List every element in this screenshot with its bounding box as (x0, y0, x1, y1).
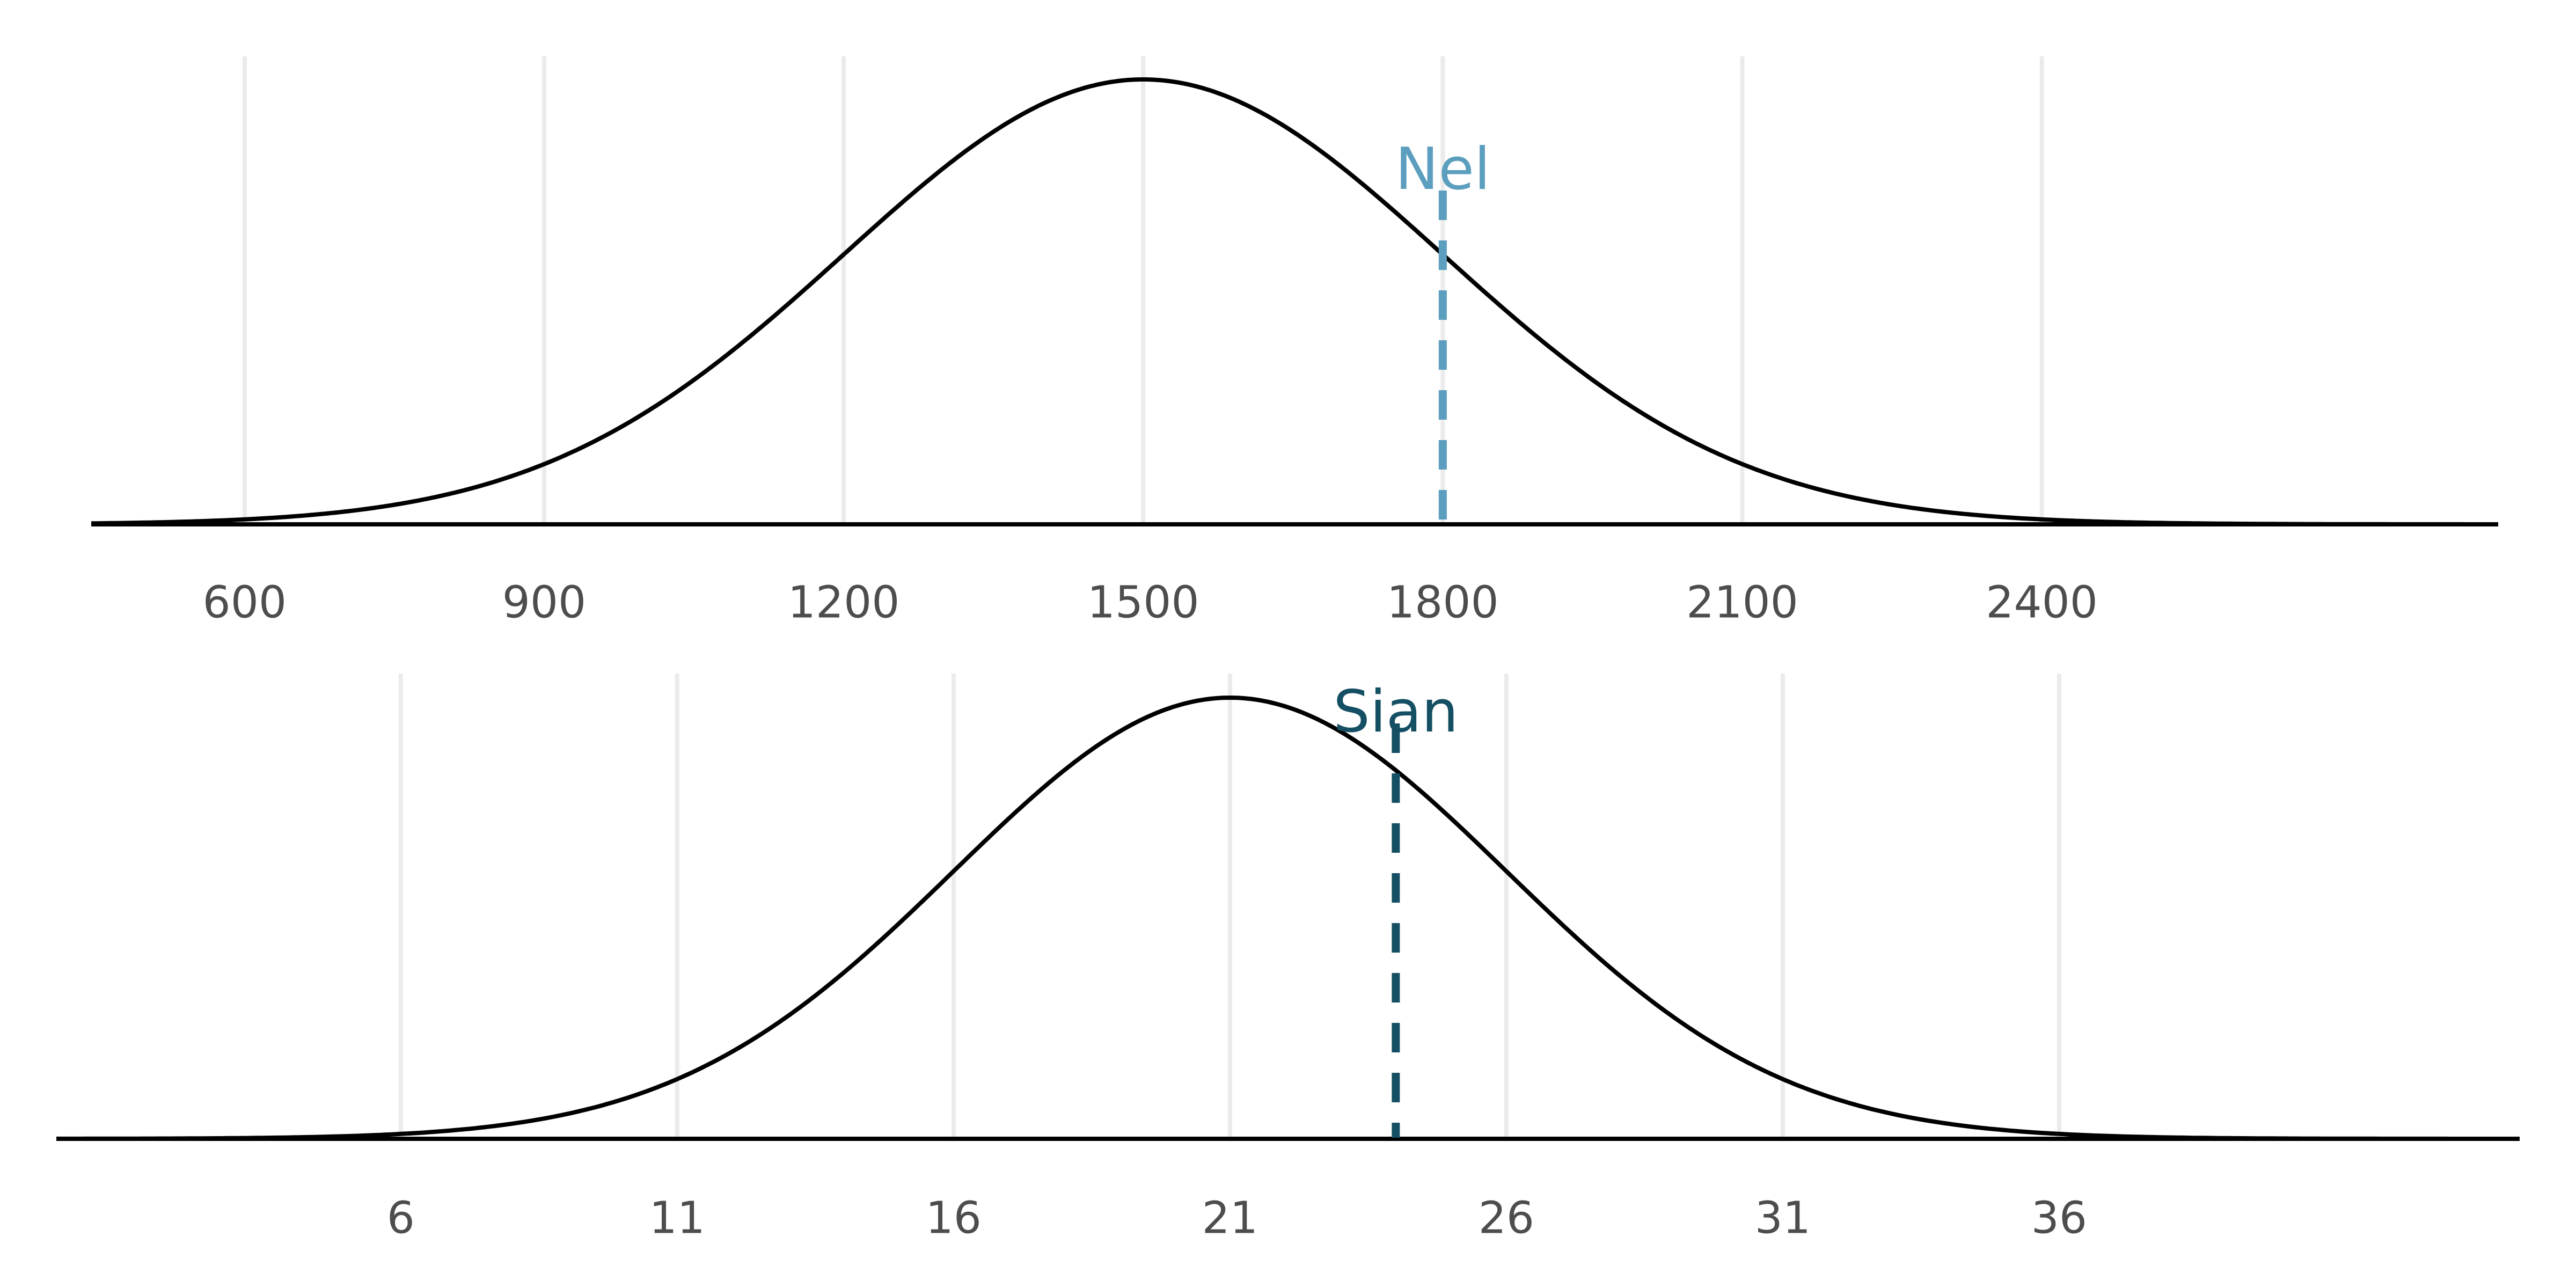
marker-label-sian: Sian (1333, 678, 1458, 745)
tick-label: 16 (926, 1192, 982, 1243)
tick-label: 6 (387, 1192, 415, 1243)
tick-label: 2400 (1986, 577, 2098, 628)
tick-label: 900 (502, 577, 587, 628)
tick-label: 31 (1755, 1192, 1811, 1243)
tick-label: 1800 (1387, 577, 1499, 628)
tick-label: 600 (203, 577, 287, 628)
tick-label: 11 (649, 1192, 705, 1243)
panel-bottom: 6 11 16 21 26 31 36 Sian (56, 674, 2520, 1243)
tick-label: 1200 (788, 577, 900, 628)
density-curve (91, 77, 2498, 526)
tick-label: 1500 (1087, 577, 1199, 628)
marker-label-nel: Nel (1395, 136, 1490, 203)
tick-label: 2100 (1686, 577, 1798, 628)
tick-label: 21 (1202, 1192, 1258, 1243)
tick-label: 36 (2031, 1192, 2087, 1243)
density-curve (56, 696, 2520, 1141)
panel-top: 600 900 1200 1500 1800 2100 2400 Nel (91, 56, 2498, 628)
tick-label: 26 (1479, 1192, 1534, 1243)
